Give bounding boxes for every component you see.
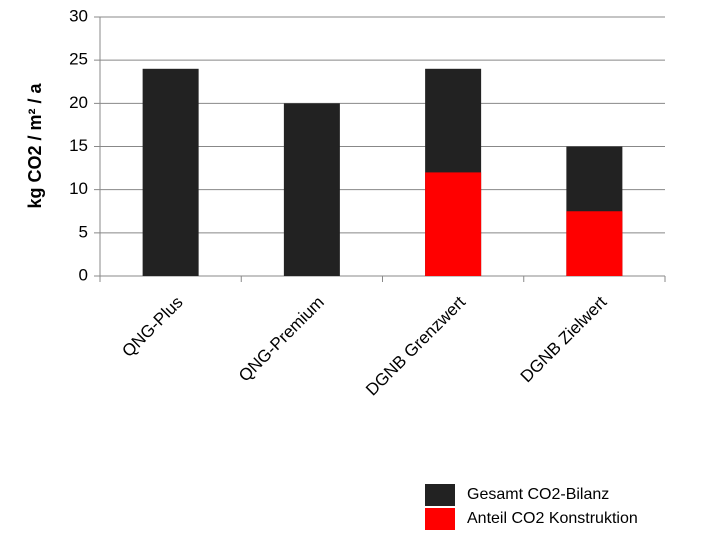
y-tick-label: 10 <box>69 179 88 198</box>
y-tick-label: 0 <box>79 265 88 284</box>
legend-swatch <box>425 508 455 530</box>
legend-swatch <box>425 484 455 506</box>
bar <box>142 68 199 276</box>
bar <box>283 103 340 276</box>
y-tick-label: 30 <box>69 6 88 25</box>
y-axis-label: kg CO2 / m² / a <box>25 83 45 209</box>
x-tick-label: QNG-Plus <box>118 293 186 361</box>
y-tick-label: 15 <box>69 136 88 155</box>
x-tick-label: DGNB Zielwert <box>517 292 611 386</box>
legend-label: Gesamt CO2-Bilanz <box>467 486 609 503</box>
y-tick-label: 20 <box>69 93 88 112</box>
bar <box>566 211 623 276</box>
x-tick-label: DGNB Grenzwert <box>362 292 469 399</box>
y-tick-label: 5 <box>79 222 88 241</box>
legend-label: Anteil CO2 Konstruktion <box>467 510 638 527</box>
x-tick-label: QNG-Premium <box>235 293 328 386</box>
y-tick-label: 25 <box>69 50 88 69</box>
bar <box>425 172 482 276</box>
